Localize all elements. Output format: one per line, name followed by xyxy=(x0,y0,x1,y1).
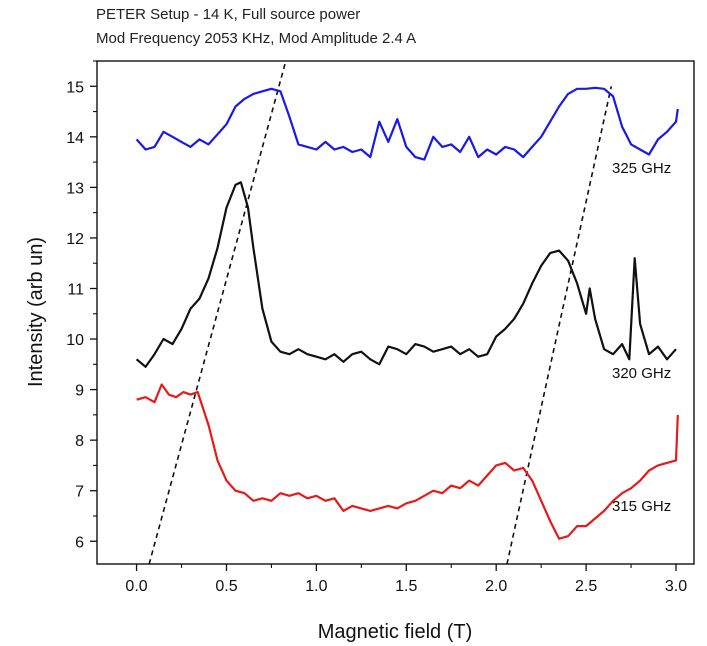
series-labels: 325 GHz 320 GHz 315 GHz xyxy=(612,160,671,515)
chart-subtitle: Mod Frequency 2053 KHz, Mod Amplitude 2.… xyxy=(96,30,417,47)
y-tick-label: 7 xyxy=(75,484,84,501)
x-tick-label: 2.5 xyxy=(575,578,597,595)
x-tick-label: 0.5 xyxy=(215,578,237,595)
y-tick-label: 8 xyxy=(75,433,84,450)
reference-lines xyxy=(148,60,613,565)
y-tick-label: 10 xyxy=(66,332,84,349)
series-label-315-ghz: 315 GHz xyxy=(612,498,671,515)
y-tick-label: 15 xyxy=(66,79,84,96)
series-lines xyxy=(135,86,679,540)
x-axis-title: Magnetic field (T) xyxy=(318,621,473,643)
series-label-325-ghz: 325 GHz xyxy=(612,160,671,177)
axis-ticks: 0.0 0.5 1.0 1.5 2.0 2.5 3.0 6 7 8 9 10 11 12 13 14 15 xyxy=(66,60,687,595)
y-tick-label: 6 xyxy=(75,534,84,551)
chart-title: PETER Setup - 14 K, Full source power xyxy=(96,6,361,23)
series-line-320-ghz xyxy=(135,181,677,368)
series-label-320-ghz: 320 GHz xyxy=(612,365,671,382)
y-tick-label: 11 xyxy=(67,281,84,298)
x-tick-label: 1.0 xyxy=(305,578,327,595)
dashed-guide-line xyxy=(148,60,287,565)
plot-frame xyxy=(96,60,695,565)
dashed-guide-line xyxy=(506,86,613,565)
series-line-325-ghz xyxy=(135,86,679,161)
x-tick-label: 2.0 xyxy=(485,578,507,595)
y-tick-label: 13 xyxy=(66,180,84,197)
y-tick-label: 9 xyxy=(75,383,84,400)
y-tick-label: 12 xyxy=(66,231,84,248)
y-tick-label: 14 xyxy=(66,130,84,147)
x-tick-label: 0.0 xyxy=(125,578,147,595)
x-tick-label: 1.5 xyxy=(395,578,417,595)
y-axis-title: Intensity (arb un) xyxy=(25,237,47,387)
x-tick-label: 3.0 xyxy=(665,578,687,595)
series-line-315-ghz xyxy=(136,383,679,540)
